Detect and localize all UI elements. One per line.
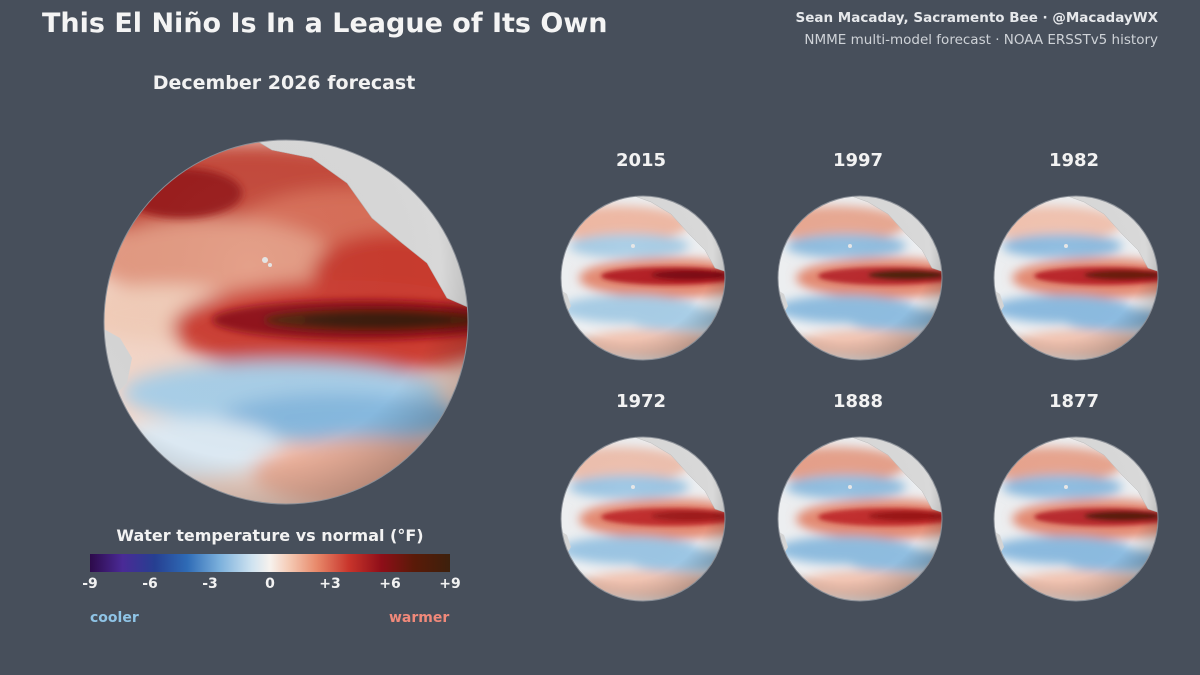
colorbar-tick-label: +6 [379,576,401,592]
author-credit: Sean Macaday, Sacramento Bee · @MacadayW… [795,10,1158,26]
historical-globe-map-1877 [993,436,1159,602]
colorbar-tick-label: -9 [82,576,98,592]
page-title: This El Niño Is In a League of Its Own [42,8,608,39]
historical-globe-map-1972 [560,436,726,602]
historical-globe-map-1888 [777,436,943,602]
colorbar-tick-label: -3 [202,576,218,592]
forecast-map-title: December 2026 forecast [152,72,416,94]
warmer-label: warmer [389,610,450,626]
historical-globe-map-1982 [993,195,1159,361]
historical-globe-map-2015 [560,195,726,361]
year-label-1877: 1877 [1048,391,1100,412]
colorbar-tick-label: +3 [319,576,341,592]
color-scale-bar [90,554,450,572]
colorbar-tick-label: 0 [265,576,275,592]
colorbar-tick-label: +9 [439,576,461,592]
cooler-label: cooler [90,610,139,626]
year-label-1888: 1888 [832,391,884,412]
year-label-2015: 2015 [615,150,667,171]
year-label-1972: 1972 [615,391,667,412]
year-label-1997: 1997 [832,150,884,171]
year-label-1982: 1982 [1048,150,1100,171]
forecast-globe-map [103,139,469,505]
colorbar-tick-label: -6 [142,576,158,592]
historical-globe-map-1997 [777,195,943,361]
data-source: NMME multi-model forecast · NOAA ERSSTv5… [804,32,1158,48]
legend-title: Water temperature vs normal (°F) [116,526,424,545]
